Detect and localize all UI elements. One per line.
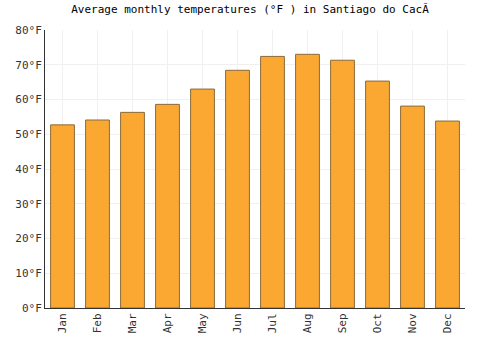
svg-text:Aug: Aug bbox=[301, 313, 314, 333]
svg-text:Apr: Apr bbox=[161, 313, 174, 333]
svg-text:Average monthly temperatures (: Average monthly temperatures (°F ) in Sa… bbox=[71, 3, 429, 16]
svg-text:50°F: 50°F bbox=[15, 128, 42, 141]
svg-text:Dec: Dec bbox=[441, 313, 454, 333]
svg-text:70°F: 70°F bbox=[15, 59, 42, 72]
svg-text:Jul: Jul bbox=[266, 313, 279, 333]
svg-text:Oct: Oct bbox=[371, 313, 384, 333]
svg-text:80°F: 80°F bbox=[15, 24, 42, 37]
svg-text:May: May bbox=[196, 313, 209, 333]
svg-text:Feb: Feb bbox=[91, 313, 104, 333]
svg-text:40°F: 40°F bbox=[15, 163, 42, 176]
svg-text:0°F: 0°F bbox=[22, 302, 42, 315]
svg-text:20°F: 20°F bbox=[15, 232, 42, 245]
svg-text:60°F: 60°F bbox=[15, 93, 42, 106]
svg-text:Nov: Nov bbox=[406, 313, 419, 333]
svg-text:Mar: Mar bbox=[126, 313, 139, 333]
svg-text:30°F: 30°F bbox=[15, 198, 42, 211]
svg-text:Sep: Sep bbox=[336, 313, 349, 333]
svg-text:Jan: Jan bbox=[56, 313, 69, 333]
svg-text:10°F: 10°F bbox=[15, 267, 42, 280]
svg-text:Jun: Jun bbox=[231, 313, 244, 333]
